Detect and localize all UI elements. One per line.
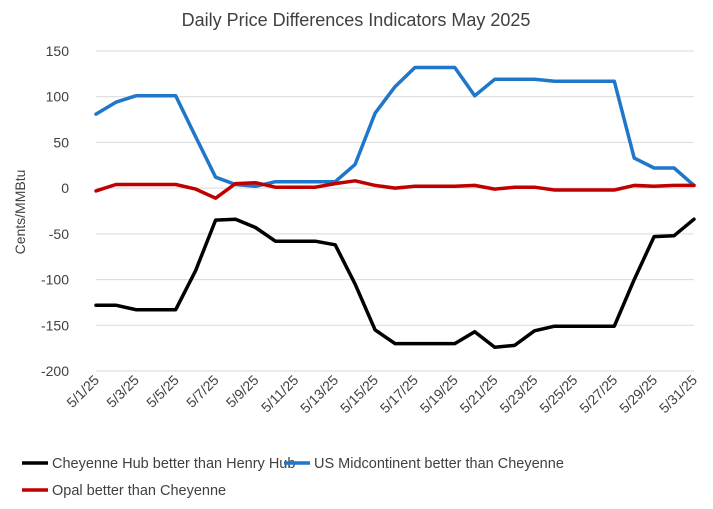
legend: Cheyenne Hub better than Henry Hub US Mid… <box>22 456 564 499</box>
legend-label: Cheyenne Hub better than Henry Hub <box>52 456 295 472</box>
x-tick-label: 5/3/25 <box>103 372 142 411</box>
y-axis-title: Cents/MMBtu <box>12 170 28 255</box>
x-tick-label: 5/11/25 <box>258 372 302 416</box>
y-tick-label: 0 <box>61 180 69 196</box>
series-line-2 <box>94 179 696 200</box>
gridlines <box>96 50 694 372</box>
x-tick-label: 5/5/25 <box>143 372 182 411</box>
y-tick-label: 50 <box>53 134 69 150</box>
x-tick-label: 5/15/25 <box>337 372 381 416</box>
x-tick-label: 5/29/25 <box>616 372 660 416</box>
series-lines <box>94 65 696 349</box>
legend-label: US Midcontinent better than Cheyenne <box>314 456 564 472</box>
x-tick-label: 5/31/25 <box>656 372 700 416</box>
x-tick-label: 5/19/25 <box>417 372 461 416</box>
x-tick-label: 5/21/25 <box>456 372 500 416</box>
y-axis-ticks: 150 100 50 0 -50 -100 -150 -200 <box>41 43 69 379</box>
y-tick-label: -50 <box>49 226 69 242</box>
y-tick-label: 150 <box>46 43 70 59</box>
chart-title: Daily Price Differences Indicators May 2… <box>182 10 531 30</box>
x-tick-label: 5/9/25 <box>223 372 262 411</box>
x-tick-label: 5/17/25 <box>377 372 421 416</box>
x-tick-label: 5/27/25 <box>576 372 620 416</box>
series-line-0 <box>94 217 696 349</box>
y-tick-label: -100 <box>41 272 69 288</box>
x-tick-label: 5/23/25 <box>496 372 540 416</box>
x-tick-label: 5/13/25 <box>297 372 341 416</box>
legend-label: Opal better than Cheyenne <box>52 483 226 499</box>
x-tick-label: 5/7/25 <box>183 372 222 411</box>
y-tick-label: 100 <box>46 89 70 105</box>
series-line-1 <box>94 65 696 189</box>
y-tick-label: -200 <box>41 363 69 379</box>
x-tick-label: 5/25/25 <box>536 372 580 416</box>
x-axis-ticks: 5/1/25 5/3/25 5/5/25 5/7/25 5/9/255/11/255/1… <box>63 372 700 416</box>
y-tick-label: -150 <box>41 317 69 333</box>
x-tick-label: 5/1/25 <box>63 372 102 411</box>
